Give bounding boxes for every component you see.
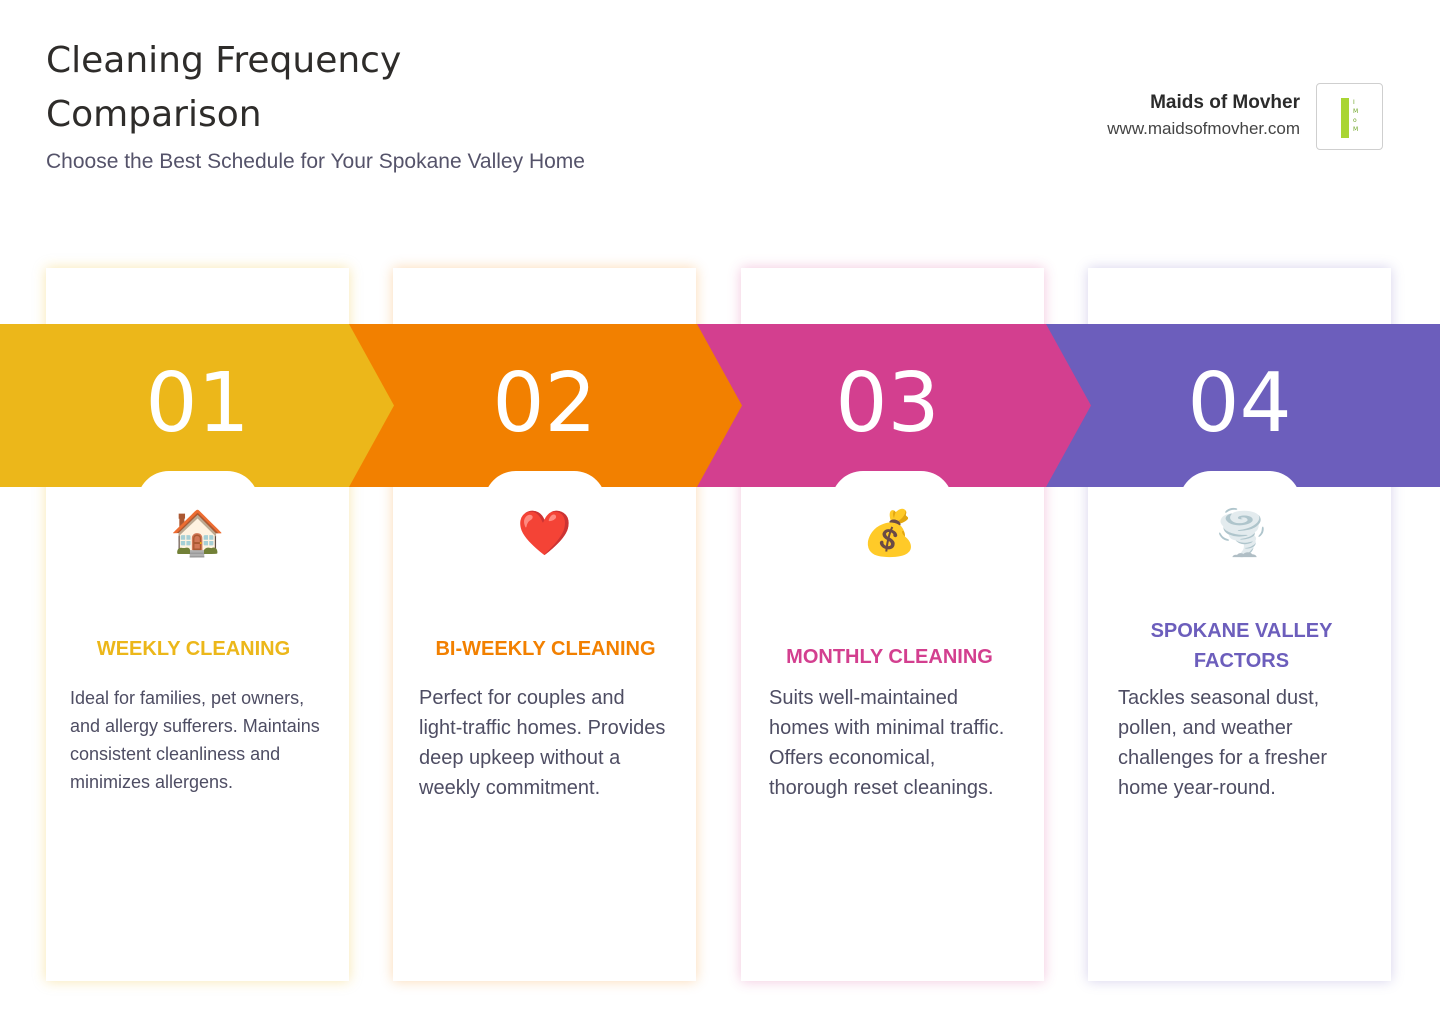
step-description-01: Ideal for families, pet owners, and alle…: [70, 688, 320, 792]
brand-logo: I M o M: [1316, 83, 1383, 150]
step-description-04: Tackles seasonal dust, pollen, and weath…: [1118, 687, 1328, 799]
band-segment-03: [697, 324, 1091, 487]
tornado-icon: 🌪️: [1214, 509, 1269, 558]
icon-circle-02: [484, 471, 606, 503]
icon-circle-04: [1179, 471, 1301, 503]
band-segment-04: [1046, 324, 1440, 487]
band-segment-02: [349, 324, 742, 487]
brand-name: Maids of Movher: [1150, 92, 1300, 113]
step-heading-03: MONTHLY CLEANING: [786, 646, 993, 668]
brand-url[interactable]: www.maidsofmovher.com: [1107, 119, 1300, 138]
icon-circle-01: [137, 471, 259, 503]
step-number-01: 01: [145, 356, 250, 451]
page-subtitle: Choose the Best Schedule for Your Spokan…: [46, 150, 585, 173]
heart-icon: ❤️: [517, 509, 572, 558]
step-heading-01: WEEKLY CLEANING: [96, 638, 291, 660]
logo-building-icon: [1341, 98, 1349, 138]
number-band: [0, 324, 1440, 487]
logo-letters: I M o M: [1353, 99, 1359, 133]
step-number-04: 04: [1187, 356, 1292, 451]
page-title: Cleaning Frequency Comparison: [46, 40, 402, 135]
step-heading-04: SPOKANE VALLEY FACTORS: [1150, 620, 1333, 672]
step-description-03: Suits well-maintained homes with minimal…: [769, 687, 1005, 799]
band-segment-01: [0, 324, 394, 487]
icon-circle-03: [831, 471, 953, 503]
step-number-03: 03: [835, 356, 940, 451]
step-description-02: Perfect for couples and light-traffic ho…: [419, 687, 666, 799]
step-number-02: 02: [492, 356, 597, 451]
money-bag-icon: 💰: [862, 509, 917, 558]
step-heading-02: BI-WEEKLY CLEANING: [435, 638, 656, 660]
brand-block: Maids of Movher www.maidsofmovher.com: [1107, 90, 1300, 142]
house-icon: 🏠: [170, 509, 225, 558]
